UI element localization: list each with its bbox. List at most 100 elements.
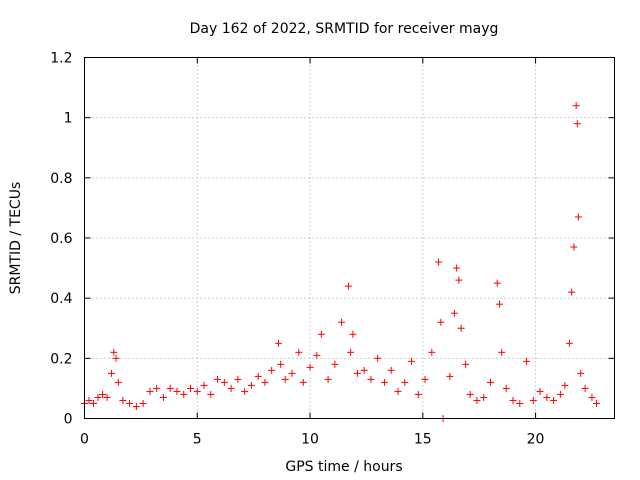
data-point bbox=[241, 387, 249, 395]
data-point bbox=[94, 393, 102, 401]
data-point bbox=[592, 399, 600, 407]
x-tick-label: 15 bbox=[414, 432, 432, 448]
data-point bbox=[277, 360, 285, 368]
data-point bbox=[360, 366, 368, 374]
data-point bbox=[495, 300, 503, 308]
data-point bbox=[387, 366, 395, 374]
x-tick-label: 20 bbox=[527, 432, 545, 448]
data-point bbox=[509, 396, 517, 404]
data-point bbox=[446, 372, 454, 380]
data-point bbox=[577, 369, 585, 377]
data-point bbox=[108, 369, 116, 377]
data-point bbox=[139, 399, 147, 407]
data-point bbox=[153, 384, 161, 392]
data-point bbox=[414, 390, 422, 398]
data-point bbox=[90, 399, 98, 407]
data-point bbox=[227, 384, 235, 392]
data-point bbox=[466, 390, 474, 398]
data-point bbox=[187, 384, 194, 392]
data-point bbox=[234, 375, 242, 383]
x-tick-label: 10 bbox=[301, 432, 319, 448]
data-point bbox=[338, 318, 346, 326]
data-point bbox=[523, 357, 531, 365]
data-point bbox=[457, 324, 465, 332]
chart-title: Day 162 of 2022, SRMTID for receiver may… bbox=[190, 21, 499, 37]
data-point bbox=[207, 390, 215, 398]
data-point bbox=[435, 258, 443, 266]
data-point bbox=[268, 366, 276, 374]
data-point bbox=[561, 381, 569, 389]
x-axis-label: GPS time / hours bbox=[285, 459, 402, 475]
x-tick-label: 5 bbox=[193, 432, 202, 448]
data-point bbox=[214, 375, 222, 383]
data-point bbox=[529, 396, 537, 404]
data-point bbox=[493, 279, 501, 287]
data-point bbox=[344, 282, 352, 290]
data-point bbox=[261, 378, 269, 386]
data-point bbox=[220, 378, 228, 386]
data-point bbox=[112, 354, 120, 362]
data-point bbox=[349, 330, 357, 338]
data-point bbox=[473, 396, 481, 404]
data-point bbox=[573, 120, 581, 128]
data-point bbox=[99, 390, 107, 398]
y-tick-label: 0.6 bbox=[50, 231, 72, 247]
y-tick-label: 0.4 bbox=[50, 291, 72, 307]
data-point bbox=[180, 390, 188, 398]
axis-ticks: 0 5 10 15 20 0 0.2 0.4 0.6 0.8 1 1.2 bbox=[50, 51, 615, 448]
data-point bbox=[550, 396, 558, 404]
data-point bbox=[132, 402, 140, 410]
data-point bbox=[159, 393, 167, 401]
y-tick-label: 1 bbox=[64, 111, 73, 127]
data-point bbox=[313, 351, 321, 359]
data-point bbox=[254, 372, 262, 380]
data-point bbox=[462, 360, 470, 368]
data-point bbox=[126, 399, 134, 407]
data-point bbox=[367, 375, 375, 383]
data-point bbox=[193, 387, 201, 395]
data-point bbox=[450, 309, 458, 317]
data-point bbox=[146, 387, 154, 395]
data-point bbox=[480, 393, 488, 401]
data-point bbox=[455, 276, 463, 284]
data-point bbox=[306, 363, 314, 371]
data-point bbox=[588, 393, 596, 401]
data-point bbox=[581, 384, 589, 392]
data-points bbox=[81, 102, 600, 422]
data-point bbox=[166, 384, 174, 392]
data-point bbox=[295, 348, 303, 356]
data-point bbox=[324, 375, 332, 383]
data-point bbox=[401, 378, 409, 386]
data-point bbox=[568, 288, 576, 296]
data-point bbox=[428, 348, 436, 356]
y-tick-label: 0.8 bbox=[50, 171, 72, 187]
grid bbox=[84, 57, 615, 419]
data-point bbox=[317, 330, 325, 338]
data-point bbox=[556, 390, 564, 398]
data-point bbox=[331, 360, 339, 368]
data-point bbox=[516, 399, 524, 407]
data-point bbox=[103, 393, 111, 401]
data-point bbox=[200, 381, 208, 389]
x-tick-label: 0 bbox=[80, 432, 89, 448]
data-point bbox=[437, 318, 445, 326]
data-point bbox=[299, 378, 307, 386]
data-point bbox=[453, 264, 461, 272]
data-point bbox=[288, 369, 296, 377]
data-point bbox=[380, 378, 388, 386]
y-tick-label: 1.2 bbox=[50, 51, 72, 67]
data-point bbox=[281, 375, 289, 383]
data-point bbox=[543, 393, 551, 401]
data-point bbox=[110, 348, 118, 356]
y-axis-label: SRMTID / TECUs bbox=[8, 182, 24, 295]
data-point bbox=[85, 396, 93, 404]
data-point bbox=[408, 357, 416, 365]
y-tick-label: 0 bbox=[64, 412, 73, 428]
data-point bbox=[570, 243, 578, 251]
data-point bbox=[114, 378, 122, 386]
plot-frame bbox=[84, 57, 615, 419]
data-point bbox=[498, 348, 506, 356]
y-tick-label: 0.2 bbox=[50, 351, 72, 367]
